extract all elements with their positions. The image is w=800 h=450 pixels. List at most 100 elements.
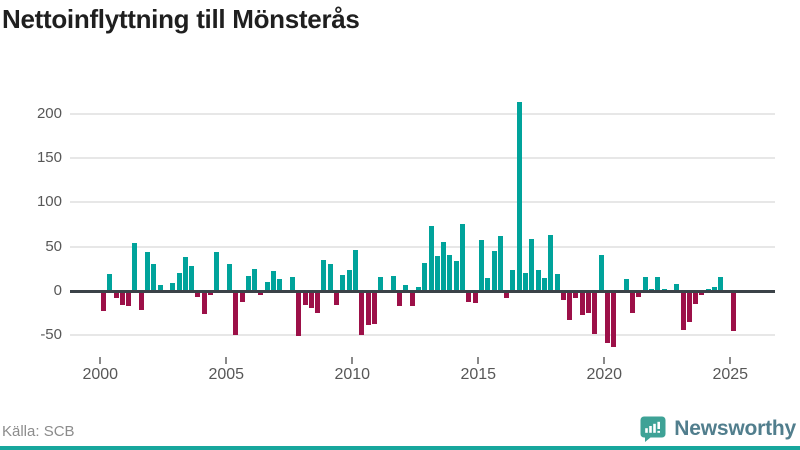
chart-bar-2018Q3 (567, 291, 573, 321)
newsworthy-logo: Newsworthy (639, 415, 796, 443)
chart-bar-2020Q1 (604, 291, 610, 344)
chart-bar-2009Q3 (340, 275, 346, 291)
chart-title: Nettoinflyttning till Mönsterås (2, 4, 360, 34)
x-axis-label-2025: 2025 (712, 366, 749, 383)
x-axis-tick-2025 (729, 357, 732, 364)
x-axis-label-2015: 2015 (460, 366, 497, 383)
chart-bar-2000Q3 (113, 291, 119, 299)
chart-bar-2016Q1 (504, 291, 510, 299)
chart-bar-2011Q1 (378, 276, 384, 291)
chart-bar-2013Q3 (441, 242, 447, 291)
y-axis-label-50: 50 (45, 237, 62, 255)
chart-bar-2012Q2 (409, 291, 415, 307)
chart-bar-2018Q2 (560, 291, 566, 300)
chart-bar-2012Q3 (415, 286, 421, 291)
chart-bar-2023Q1 (680, 291, 686, 331)
x-axis-label-2005: 2005 (208, 366, 245, 383)
chart-bar-2019Q2 (586, 291, 591, 314)
chart-bar-2009Q4 (346, 269, 352, 291)
y-axis-label--50: -50 (40, 326, 62, 344)
chart-bar-2017Q3 (541, 277, 547, 291)
chart-bar-2009Q1 (327, 263, 333, 291)
newsworthy-wordmark: Newsworthy (674, 417, 796, 440)
chart-bar-2013Q4 (447, 254, 453, 291)
chart-bar-2004Q1 (201, 291, 207, 315)
chart-bar-2018Q1 (554, 274, 560, 291)
gridline-150 (70, 156, 775, 159)
chart-bar-2010Q3 (365, 291, 371, 325)
chart-bar-2007Q3 (289, 276, 295, 291)
chart-bar-2000Q2 (107, 274, 113, 291)
chart-bar-2001Q1 (126, 291, 132, 307)
chart-bar-2010Q2 (359, 291, 365, 336)
chart-bar-2016Q3 (516, 102, 522, 291)
x-axis-tick-2015 (477, 357, 480, 364)
chart-bar-2020Q2 (611, 291, 617, 347)
chart-bar-2009Q2 (334, 291, 339, 306)
chart-bar-2004Q3 (214, 251, 220, 291)
x-axis-tick-2000 (99, 357, 102, 364)
x-axis-tick-2010 (351, 357, 354, 364)
chart-bar-2000Q1 (100, 291, 106, 312)
chart-bar-2013Q1 (428, 226, 434, 291)
chart-bar-2003Q2 (182, 257, 188, 291)
chart-bar-2002Q1 (151, 263, 157, 291)
chart-bar-2024Q2 (712, 287, 717, 291)
chart-bar-2010Q4 (371, 291, 377, 324)
chart-bar-2025Q1 (730, 291, 736, 331)
y-axis-label-100: 100 (36, 193, 62, 211)
gridline-200 (70, 112, 775, 115)
chart-bar-2007Q1 (277, 278, 283, 291)
chart-bar-2006Q1 (252, 268, 258, 291)
x-axis-tick-2005 (225, 357, 228, 364)
chart-bar-2015Q2 (485, 277, 491, 291)
chart-bar-2015Q4 (497, 236, 503, 291)
chart-bar-2008Q3 (315, 291, 321, 314)
chart-bar-2012Q4 (422, 262, 428, 291)
gridline-100 (70, 201, 775, 204)
chart-bar-2014Q4 (472, 291, 478, 304)
x-axis-label-2010: 2010 (334, 366, 371, 383)
chart-bar-2004Q2 (208, 291, 213, 295)
chart-bar-2002Q4 (170, 283, 176, 291)
chart-bar-2005Q2 (233, 291, 239, 336)
chart-bar-2007Q4 (296, 291, 302, 337)
chart-bar-2022Q1 (655, 276, 661, 291)
chart-bar-2006Q2 (258, 291, 264, 296)
chart-bar-2014Q3 (466, 291, 472, 302)
chart-bar-2003Q3 (189, 266, 195, 291)
chart-bar-2022Q4 (674, 283, 680, 291)
newsworthy-speech-bubble-chart-icon (639, 415, 667, 443)
chart-bar-2018Q4 (573, 291, 579, 299)
chart-bar-2005Q3 (239, 291, 245, 302)
chart-bar-2016Q4 (523, 273, 528, 291)
chart-bar-2020Q4 (623, 278, 629, 291)
chart-bar-2019Q4 (598, 254, 604, 291)
chart-bar-2014Q1 (453, 260, 459, 291)
brand-accent-strip (0, 446, 800, 450)
y-axis-label-200: 200 (36, 104, 62, 122)
chart-bar-2008Q2 (308, 291, 314, 308)
chart-bar-2003Q1 (176, 273, 182, 291)
chart-bar-2010Q1 (352, 250, 358, 291)
chart-bar-2001Q2 (132, 243, 138, 291)
chart-bar-2014Q2 (460, 223, 465, 291)
chart-bar-2023Q4 (699, 291, 705, 295)
chart-bar-2017Q2 (535, 269, 541, 291)
chart-bar-2016Q2 (510, 269, 516, 291)
chart-bar-2015Q1 (478, 240, 484, 291)
chart-bar-2006Q4 (271, 271, 276, 291)
chart-bar-2008Q1 (302, 291, 308, 306)
chart-bar-2008Q4 (321, 259, 327, 291)
chart-bar-2005Q1 (226, 263, 232, 291)
chart-bar-2013Q2 (434, 256, 440, 291)
x-axis-tick-2020 (603, 357, 606, 364)
chart-bar-2005Q4 (245, 275, 251, 291)
chart-bar-2017Q1 (529, 238, 535, 291)
chart-bar-2001Q4 (145, 251, 150, 291)
chart-bar-2021Q2 (636, 291, 642, 298)
chart-bar-2002Q2 (157, 284, 163, 291)
x-axis-label-2020: 2020 (586, 366, 623, 383)
chart-bar-2019Q1 (579, 291, 585, 315)
chart-bar-2000Q4 (119, 291, 125, 306)
